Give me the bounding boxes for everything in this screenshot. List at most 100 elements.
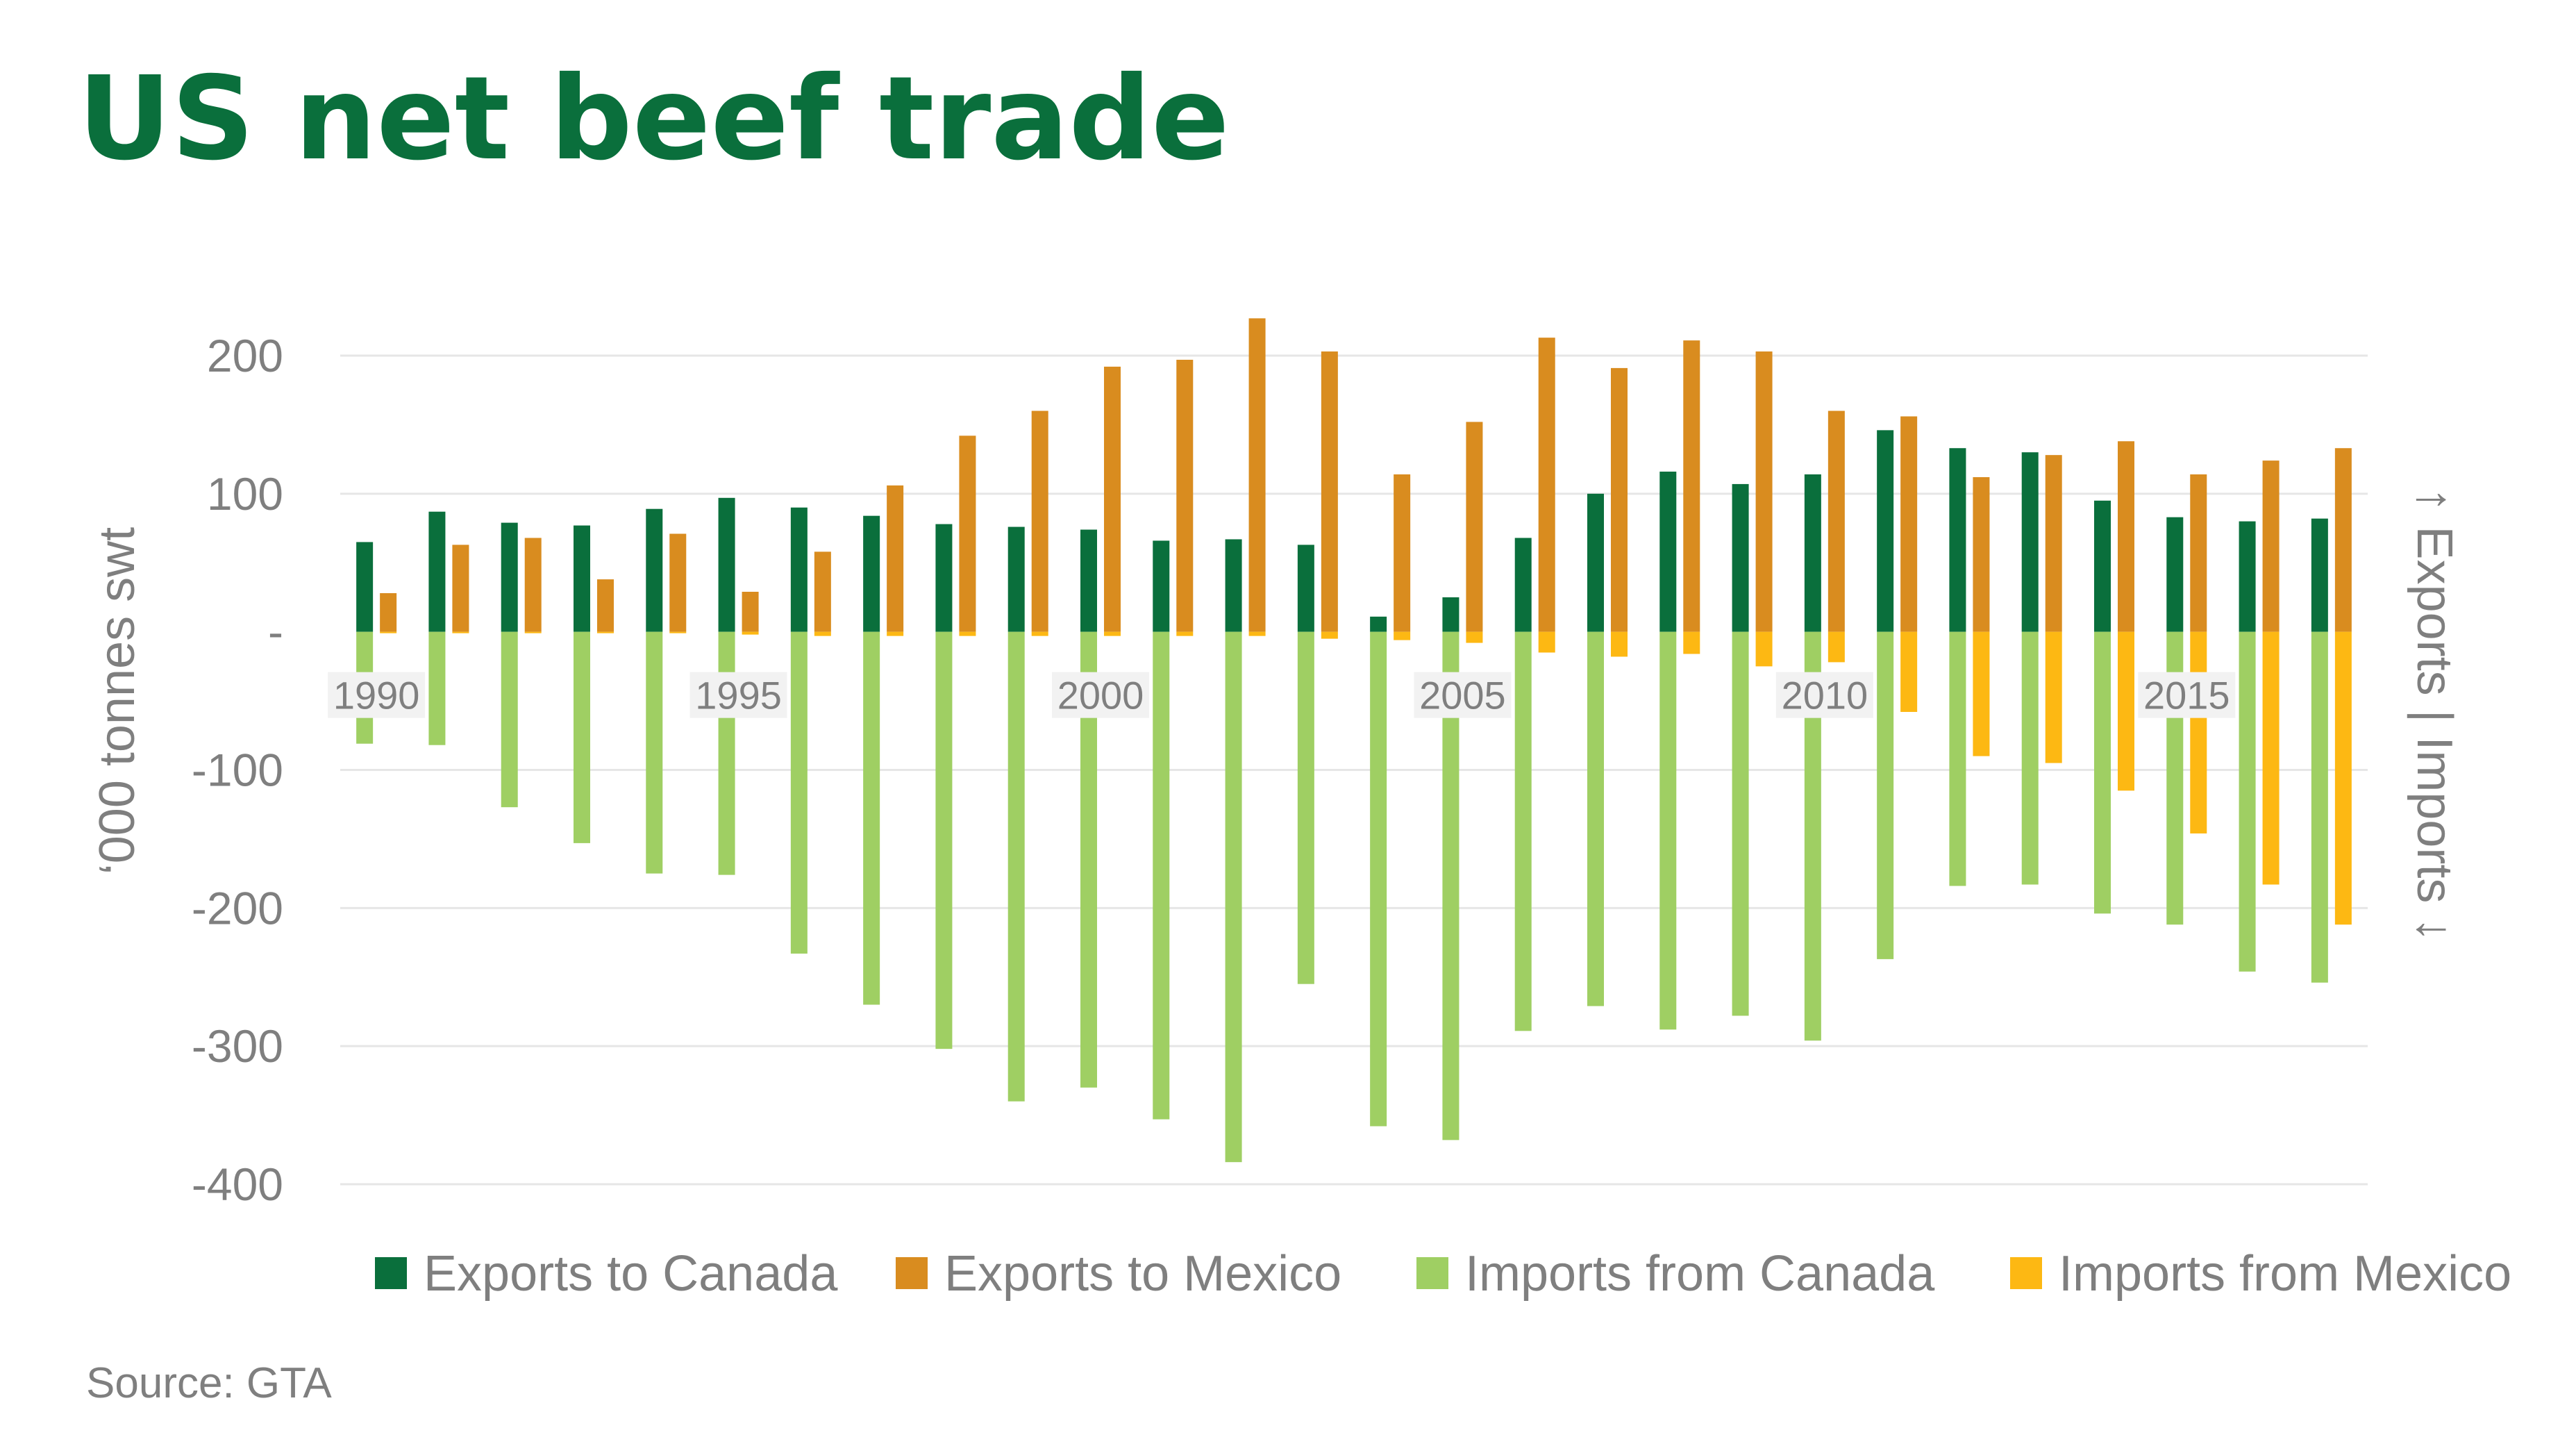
bar-imports-from-mexico-2009 bbox=[1755, 631, 1773, 667]
bar-exports-to-canada-1994 bbox=[646, 508, 663, 632]
legend-label: Exports to Canada bbox=[424, 1246, 838, 1302]
bar-exports-to-canada-1992 bbox=[501, 522, 518, 632]
bar-imports-from-canada-1993 bbox=[574, 631, 590, 843]
bar-imports-from-mexico-2005 bbox=[1466, 631, 1483, 643]
bar-imports-from-mexico-2014 bbox=[2118, 631, 2134, 791]
y-tick-label: -300 bbox=[192, 1020, 283, 1072]
y-tick-label: -200 bbox=[192, 882, 283, 933]
x-tick-label-bg bbox=[1052, 672, 1149, 718]
x-tick-label-bg bbox=[1775, 672, 1873, 718]
bar-imports-from-canada-2006 bbox=[1514, 631, 1532, 1031]
bar-exports-to-canada-2000 bbox=[1080, 529, 1097, 632]
bar-imports-from-canada-1991 bbox=[428, 631, 446, 745]
bar-exports-to-canada-2012 bbox=[1949, 448, 1966, 632]
bar-exports-to-mexico-1996 bbox=[814, 551, 831, 632]
bar-exports-to-canada-2014 bbox=[2094, 500, 2111, 632]
secondary-axis-label: ↑ Exports | Imports ↓ bbox=[2407, 488, 2462, 943]
bar-imports-from-mexico-1995 bbox=[742, 631, 759, 635]
bar-imports-from-mexico-2006 bbox=[1538, 631, 1555, 653]
bar-exports-to-canada-2008 bbox=[1659, 472, 1677, 632]
legend-label: Imports from Canada bbox=[1465, 1246, 1935, 1302]
bar-imports-from-canada-2014 bbox=[2094, 631, 2111, 914]
bar-exports-to-canada-2001 bbox=[1153, 540, 1170, 632]
bar-exports-to-mexico-1997 bbox=[887, 485, 904, 632]
y-axis-ticks: 200 100 - -100 -200 -300 -400 bbox=[192, 330, 283, 1210]
bar-imports-from-canada-2013 bbox=[2021, 631, 2039, 885]
bar-exports-to-canada-1997 bbox=[863, 515, 880, 632]
bar-imports-from-mexico-2008 bbox=[1683, 631, 1700, 654]
bar-exports-to-mexico-2016 bbox=[2262, 460, 2280, 632]
y-tick-label: 200 bbox=[207, 330, 283, 381]
bar-imports-from-canada-1996 bbox=[790, 631, 808, 954]
bar-exports-to-mexico-2007 bbox=[1611, 367, 1628, 632]
bar-exports-to-canada-1996 bbox=[790, 507, 808, 632]
bar-imports-from-canada-2008 bbox=[1659, 631, 1677, 1030]
legend-swatch bbox=[375, 1257, 407, 1289]
bar-exports-to-canada-2007 bbox=[1587, 493, 1604, 632]
legend-swatch bbox=[2010, 1257, 2042, 1289]
x-axis-ticks: 1990 1995 2000 2005 2010 2015 bbox=[328, 672, 2236, 718]
bar-exports-to-mexico-2013 bbox=[2045, 455, 2062, 632]
bar-exports-to-canada-1995 bbox=[718, 497, 735, 632]
source-note: Source: GTA bbox=[86, 1359, 332, 1407]
y-tick-label: 100 bbox=[207, 468, 283, 520]
bar-exports-to-canada-2005 bbox=[1442, 597, 1460, 632]
y-tick-label: -400 bbox=[192, 1159, 283, 1210]
bar-exports-to-mexico-2008 bbox=[1683, 340, 1700, 632]
bar-imports-from-mexico-1992 bbox=[524, 631, 542, 633]
y-tick-label: -100 bbox=[192, 745, 283, 796]
bar-exports-to-canada-2015 bbox=[2166, 517, 2184, 632]
bar-imports-from-mexico-2016 bbox=[2262, 631, 2280, 885]
x-tick-label: 2010 bbox=[1782, 674, 1868, 717]
bar-exports-to-mexico-2004 bbox=[1394, 474, 1411, 632]
bar-imports-from-mexico-2017 bbox=[2334, 631, 2352, 925]
grid-lines bbox=[340, 354, 2368, 1186]
bar-exports-to-mexico-1991 bbox=[452, 545, 469, 632]
bar-imports-from-mexico-1996 bbox=[814, 631, 831, 636]
bar-imports-from-mexico-1990 bbox=[380, 631, 397, 633]
bar-imports-from-canada-2003 bbox=[1297, 631, 1314, 984]
x-tick-label-bg bbox=[1414, 672, 1512, 718]
bar-imports-from-canada-2017 bbox=[2311, 631, 2328, 983]
bar-exports-to-canada-2013 bbox=[2021, 452, 2039, 632]
bar-imports-from-mexico-1997 bbox=[887, 631, 904, 636]
bar-exports-to-mexico-2017 bbox=[2334, 448, 2352, 632]
bar-exports-to-mexico-2002 bbox=[1248, 318, 1266, 632]
bar-exports-to-mexico-1992 bbox=[524, 538, 542, 632]
bar-exports-to-canada-2009 bbox=[1732, 483, 1749, 632]
bar-imports-from-mexico-2015 bbox=[2190, 631, 2207, 833]
bar-exports-to-mexico-2011 bbox=[1900, 416, 1918, 632]
x-tick-label: 2000 bbox=[1057, 674, 1144, 717]
x-tick-label-bg bbox=[689, 672, 787, 718]
bar-imports-from-mexico-2002 bbox=[1248, 631, 1266, 636]
y-tick-label: - bbox=[268, 606, 283, 658]
bar-exports-to-canada-1991 bbox=[428, 511, 446, 632]
bar-exports-to-mexico-1993 bbox=[597, 579, 614, 632]
bar-imports-from-canada-1995 bbox=[718, 631, 735, 875]
x-tick-label-bg bbox=[2138, 672, 2236, 718]
bar-exports-to-canada-1993 bbox=[574, 525, 590, 632]
bar-exports-to-mexico-2006 bbox=[1538, 338, 1555, 632]
bar-imports-from-canada-1998 bbox=[935, 631, 953, 1049]
bar-exports-to-mexico-1995 bbox=[742, 592, 759, 632]
bar-exports-to-canada-2004 bbox=[1370, 616, 1387, 632]
bar-imports-from-canada-2016 bbox=[2239, 631, 2256, 972]
bar-imports-from-canada-2001 bbox=[1153, 631, 1170, 1120]
bar-imports-from-canada-1994 bbox=[646, 631, 663, 874]
bar-imports-from-mexico-2011 bbox=[1900, 631, 1918, 712]
bar-exports-to-mexico-1990 bbox=[380, 592, 397, 632]
bar-imports-from-mexico-1993 bbox=[597, 631, 614, 633]
bar-exports-to-canada-1998 bbox=[935, 524, 953, 632]
legend-label: Imports from Mexico bbox=[2059, 1246, 2511, 1302]
y-axis-label: ‘000 tonnes swt bbox=[90, 527, 145, 874]
bar-exports-to-canada-2011 bbox=[1877, 430, 1894, 632]
x-tick-label: 2015 bbox=[2143, 674, 2230, 717]
bar-exports-to-canada-2006 bbox=[1514, 538, 1532, 632]
legend-label: Exports to Mexico bbox=[944, 1246, 1341, 1302]
bar-imports-from-canada-2011 bbox=[1877, 631, 1894, 959]
bar-exports-to-canada-2003 bbox=[1297, 545, 1314, 632]
bar-imports-from-mexico-2007 bbox=[1611, 631, 1628, 657]
bar-imports-from-canada-1992 bbox=[501, 631, 518, 808]
bar-imports-from-canada-1999 bbox=[1007, 631, 1025, 1102]
